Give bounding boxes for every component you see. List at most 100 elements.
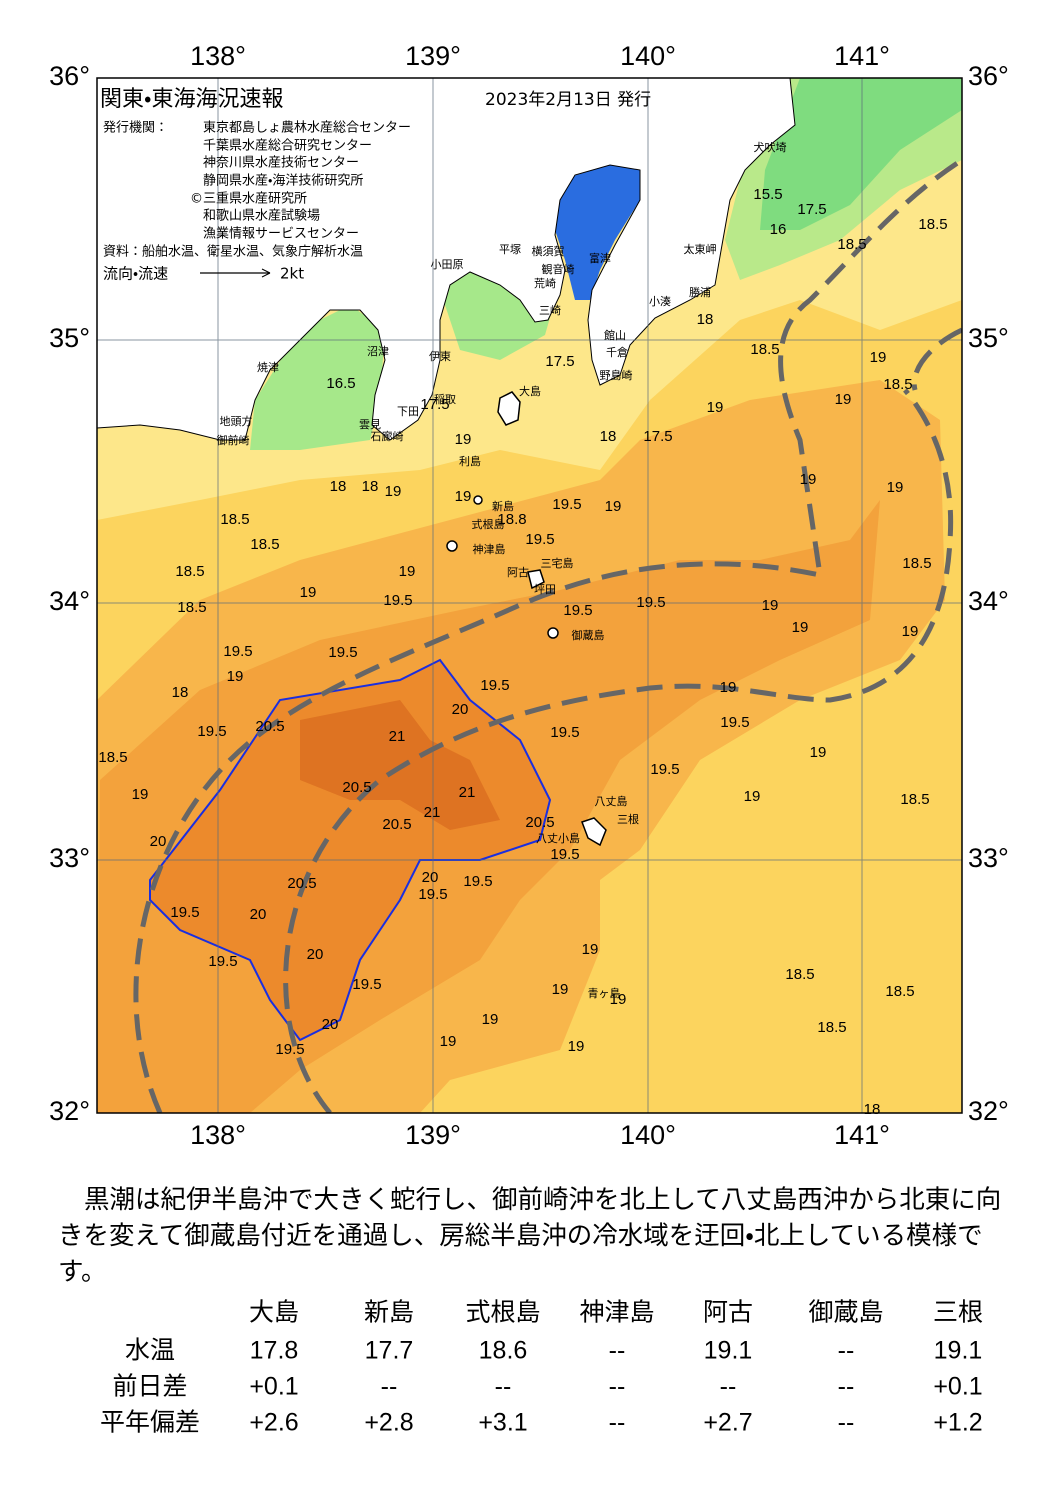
place-name: 焼津	[257, 361, 279, 374]
place-name: 伊東	[429, 350, 451, 363]
table-cell: +0.1	[249, 1373, 298, 1401]
island	[581, 817, 607, 847]
latitude-label: 34°	[968, 586, 1009, 616]
kuroshio-axis	[283, 388, 954, 1113]
table-cell: --	[495, 1373, 512, 1401]
isotherm-label: 18.5	[817, 1019, 846, 1036]
row-label: 前日差	[112, 1373, 187, 1401]
place-name: 神津島	[473, 542, 506, 556]
legend-label: 流向・流速	[103, 265, 168, 283]
isotherm-label: 18	[172, 684, 189, 701]
isotherm-label: 19.5	[418, 886, 447, 903]
place-name: 八丈島	[595, 794, 628, 808]
place-name: 館山	[604, 329, 626, 342]
table-cell: +2.8	[364, 1409, 413, 1437]
isotherm-label: 19.5	[650, 761, 679, 778]
isotherm-label: 18.5	[918, 216, 947, 233]
island	[473, 495, 483, 505]
isotherm-label: 19.5	[636, 594, 665, 611]
isotherm-label: 17.5	[643, 428, 672, 445]
island	[497, 391, 521, 426]
isotherm-label: 19	[455, 431, 472, 448]
isotherm-label: 18.5	[220, 511, 249, 528]
latitude-label: 34°	[49, 586, 90, 616]
isotherm-label: 19.5	[463, 873, 492, 890]
map-frame	[96, 77, 963, 1114]
issuer: 和歌山県水産試験場	[203, 209, 320, 224]
place-name: 阿古	[507, 566, 529, 579]
table-cell: --	[609, 1409, 626, 1437]
row-label: 水温	[125, 1337, 175, 1365]
place-name: 太東岬	[684, 242, 717, 256]
legend-arrow-head	[261, 268, 271, 278]
isotherm-label: 18.8	[497, 511, 526, 528]
place-name: 坪田	[534, 583, 556, 596]
tokyo-bay	[555, 165, 640, 300]
table-cell: --	[381, 1373, 398, 1401]
isotherm-label: 19	[552, 981, 569, 998]
isotherm-label: 19	[482, 1011, 499, 1028]
isotherm-label: 18.5	[885, 983, 914, 1000]
latitude-label: 35°	[49, 323, 90, 353]
column-header: 新島	[364, 1299, 414, 1327]
isotherm-label: 18	[864, 1101, 881, 1118]
place-name: 小湊	[649, 294, 671, 308]
place-name: 石廊崎	[371, 429, 404, 443]
issue-date: 2023年2月13日 発行	[485, 90, 651, 110]
green-zone	[760, 78, 962, 230]
island	[547, 627, 559, 639]
table-cell: --	[720, 1373, 737, 1401]
isotherm-label: 19	[810, 744, 827, 761]
place-name: 野島崎	[600, 368, 633, 382]
isotherm-label: 18.5	[837, 236, 866, 253]
isotherm-label: 20	[452, 701, 469, 718]
place-name: 利島	[459, 454, 481, 468]
place-name: 稲取	[434, 393, 456, 406]
issuer-label: 発行機関：	[103, 121, 168, 136]
isotherm-label: 19	[792, 619, 809, 636]
place-name: 横須賀	[532, 244, 565, 258]
isotherm-label: 19.5	[480, 677, 509, 694]
isotherm-label: 18	[362, 478, 379, 495]
latitude-label: 32°	[49, 1096, 90, 1126]
sea-temperature-map: 関東・東海海況速報 2023年2月13日 発行 発行機関： 資料：船舶水温、衛星…	[49, 41, 1009, 1150]
isotherm-label: 18.5	[175, 563, 204, 580]
issuer: 漁業情報サービスセンター	[203, 226, 359, 242]
kuroshio-axis	[911, 327, 962, 391]
place-name: 富津	[589, 252, 611, 265]
column-header: 大島	[249, 1299, 299, 1327]
place-name: 三宅島	[541, 556, 574, 570]
isotherm-label: 20	[422, 869, 439, 886]
place-name: 新島	[492, 499, 514, 513]
legend-scale: 2kt	[280, 265, 304, 283]
place-name: 下田	[397, 405, 419, 418]
isotherm-label: 19	[707, 399, 724, 416]
table-cell: 19.1	[704, 1337, 753, 1365]
table-cell: --	[838, 1337, 855, 1365]
isotherm-label: 19	[744, 788, 761, 805]
isotherm-label: 16.5	[326, 375, 355, 392]
place-name: 式根島	[472, 517, 505, 531]
column-header: 御蔵島	[808, 1299, 883, 1327]
column-header: 式根島	[465, 1299, 540, 1327]
place-name: 八丈小島	[536, 831, 580, 845]
place-name: 雲見	[359, 418, 381, 431]
isotherm-label: 19.5	[275, 1041, 304, 1058]
isotherm-label: 19	[568, 1038, 585, 1055]
latitude-label: 33°	[49, 843, 90, 873]
isotherm-label: 19	[720, 679, 737, 696]
table-cell: 17.8	[250, 1337, 299, 1365]
isotherm-label: 19.5	[720, 714, 749, 731]
table-cell: --	[609, 1337, 626, 1365]
isotherm-label: 18.5	[250, 536, 279, 553]
land	[97, 78, 796, 441]
place-name: 平塚	[499, 242, 521, 256]
table-cell: --	[838, 1373, 855, 1401]
place-name: 千倉	[606, 346, 628, 359]
isotherm-label: 18	[330, 478, 347, 495]
latitude-label: 36°	[49, 61, 90, 91]
place-name: 御蔵島	[572, 628, 605, 642]
latitude-label: 33°	[968, 843, 1009, 873]
isotherm-label: 19	[399, 563, 416, 580]
isotherm-label: 20.5	[342, 779, 371, 796]
